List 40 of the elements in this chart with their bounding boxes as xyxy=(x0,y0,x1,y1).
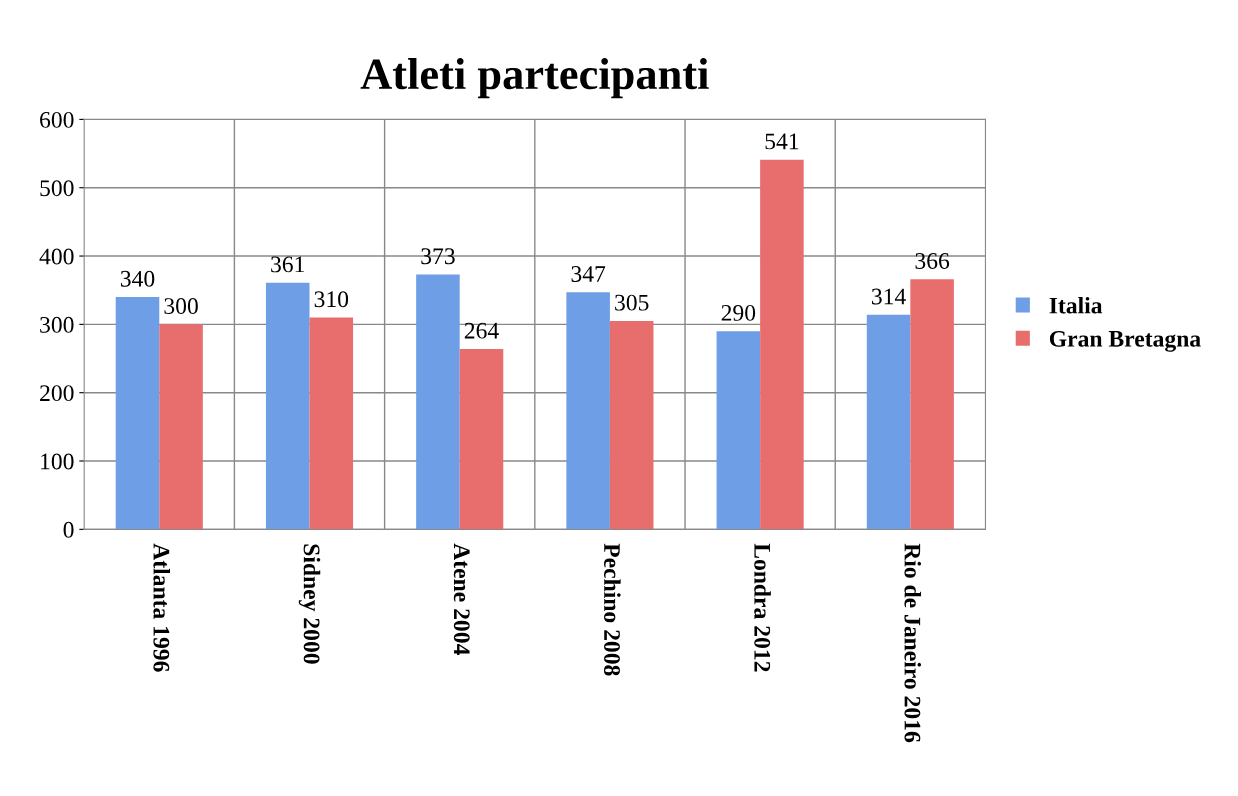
data-label: 290 xyxy=(721,304,756,321)
y-tick-label: 400 xyxy=(39,248,74,265)
legend-label: Gran Bretagna xyxy=(1049,330,1201,352)
data-label: 361 xyxy=(271,256,305,273)
bar xyxy=(159,324,203,530)
legend-label: Italia xyxy=(1049,296,1103,314)
y-tick-label: 0 xyxy=(63,521,74,538)
y-tick-label: 200 xyxy=(40,385,74,402)
x-tick-label: Londra 2012 xyxy=(754,543,771,672)
data-label: 305 xyxy=(615,294,649,311)
data-label: 366 xyxy=(915,253,950,269)
y-tick-label: 300 xyxy=(40,316,74,333)
bar xyxy=(910,279,954,530)
x-tick-label: Atene 2004 xyxy=(453,543,470,655)
bar xyxy=(609,320,654,530)
x-tick-label: Pechino 2008 xyxy=(604,543,621,676)
x-tick-label: Rio de Janeiro 2016 xyxy=(904,543,922,743)
y-tick-label: 100 xyxy=(41,453,74,470)
data-label: 347 xyxy=(571,266,606,282)
data-label: 541 xyxy=(765,133,799,150)
data-label: 264 xyxy=(464,322,499,339)
bar xyxy=(760,159,804,530)
data-label: 373 xyxy=(421,248,455,265)
bar xyxy=(716,331,761,530)
bar xyxy=(115,297,160,530)
data-label: 300 xyxy=(164,298,198,315)
bar xyxy=(416,274,460,530)
y-tick-label: 500 xyxy=(40,180,74,197)
x-tick-label: Sidney 2000 xyxy=(298,544,321,664)
data-label: 340 xyxy=(120,270,155,287)
bar xyxy=(459,348,504,530)
bar xyxy=(866,314,911,530)
data-label: 314 xyxy=(871,288,906,305)
data-label: 310 xyxy=(314,291,349,308)
bar xyxy=(566,292,610,530)
bar xyxy=(309,317,354,530)
chart-title: Atleti partecipanti xyxy=(360,58,709,99)
y-tick-label: 600 xyxy=(40,111,74,128)
x-tick-label: Atlanta 1996 xyxy=(153,543,170,672)
bar xyxy=(265,282,310,530)
